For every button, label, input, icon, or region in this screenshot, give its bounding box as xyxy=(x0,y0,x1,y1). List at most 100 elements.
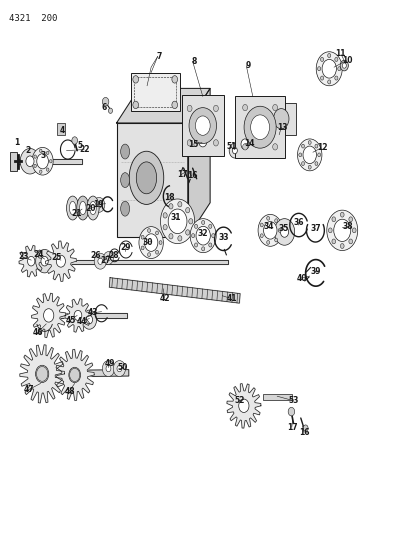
Text: 4: 4 xyxy=(60,126,65,135)
Circle shape xyxy=(321,58,324,61)
Ellipse shape xyxy=(136,162,157,194)
Text: 8: 8 xyxy=(192,57,197,66)
Circle shape xyxy=(106,255,111,261)
Ellipse shape xyxy=(273,109,289,129)
Circle shape xyxy=(241,139,249,150)
Circle shape xyxy=(40,149,42,152)
Circle shape xyxy=(278,229,281,232)
Circle shape xyxy=(37,154,49,169)
Text: 36: 36 xyxy=(293,218,304,227)
Circle shape xyxy=(243,104,248,111)
Circle shape xyxy=(160,199,195,244)
Circle shape xyxy=(56,255,65,267)
Circle shape xyxy=(93,197,105,212)
Circle shape xyxy=(194,130,212,154)
Circle shape xyxy=(340,60,348,71)
Text: 14: 14 xyxy=(244,139,254,148)
Ellipse shape xyxy=(80,201,86,215)
Circle shape xyxy=(187,140,192,146)
Bar xyxy=(131,73,180,111)
Circle shape xyxy=(202,247,205,251)
Polygon shape xyxy=(53,313,127,318)
Circle shape xyxy=(133,76,139,83)
Circle shape xyxy=(199,136,207,147)
Bar xyxy=(263,394,292,400)
Text: 40: 40 xyxy=(296,273,307,282)
Circle shape xyxy=(273,104,277,111)
Circle shape xyxy=(195,116,210,135)
Circle shape xyxy=(69,367,80,383)
Circle shape xyxy=(196,227,211,245)
Polygon shape xyxy=(45,241,76,281)
Bar xyxy=(235,96,285,158)
Circle shape xyxy=(148,253,151,256)
Circle shape xyxy=(273,144,277,150)
Circle shape xyxy=(113,361,126,376)
Text: 4321  200: 4321 200 xyxy=(9,14,57,23)
Circle shape xyxy=(155,251,158,254)
Circle shape xyxy=(260,234,263,238)
Circle shape xyxy=(267,240,270,244)
Text: 38: 38 xyxy=(342,222,353,231)
Circle shape xyxy=(303,425,308,431)
Circle shape xyxy=(35,249,53,273)
Text: 15: 15 xyxy=(188,140,199,149)
Circle shape xyxy=(275,238,277,242)
Text: 12: 12 xyxy=(317,143,327,152)
Text: 6: 6 xyxy=(102,102,107,111)
Text: 20: 20 xyxy=(85,204,95,213)
Circle shape xyxy=(213,105,218,111)
Circle shape xyxy=(308,141,311,144)
Circle shape xyxy=(332,239,336,244)
Circle shape xyxy=(172,101,177,109)
Circle shape xyxy=(35,365,49,383)
Text: 32: 32 xyxy=(198,229,208,238)
Circle shape xyxy=(302,161,304,166)
Ellipse shape xyxy=(121,173,130,188)
Text: 5: 5 xyxy=(78,141,82,150)
Text: 26: 26 xyxy=(90,252,101,260)
Circle shape xyxy=(318,153,321,157)
Circle shape xyxy=(342,63,346,68)
Circle shape xyxy=(317,67,321,71)
Circle shape xyxy=(178,201,182,207)
Circle shape xyxy=(159,241,162,245)
Text: 52: 52 xyxy=(235,396,245,405)
Text: 13: 13 xyxy=(277,123,288,132)
Text: 11: 11 xyxy=(335,50,346,58)
Circle shape xyxy=(328,53,331,58)
Polygon shape xyxy=(188,88,210,237)
Circle shape xyxy=(44,309,54,322)
Ellipse shape xyxy=(67,196,79,220)
Circle shape xyxy=(49,159,52,163)
Circle shape xyxy=(340,244,344,248)
Bar xyxy=(10,152,17,171)
Circle shape xyxy=(155,231,158,235)
Text: 31: 31 xyxy=(170,213,181,222)
Polygon shape xyxy=(18,159,82,164)
Text: 39: 39 xyxy=(310,268,321,276)
Text: 43: 43 xyxy=(88,308,99,317)
Circle shape xyxy=(117,366,122,372)
Circle shape xyxy=(34,155,36,158)
Circle shape xyxy=(297,139,322,171)
Circle shape xyxy=(315,161,318,166)
Text: 27: 27 xyxy=(100,256,111,264)
Circle shape xyxy=(212,233,215,238)
Ellipse shape xyxy=(77,196,89,220)
Circle shape xyxy=(34,164,36,167)
Circle shape xyxy=(280,227,288,237)
Text: 53: 53 xyxy=(288,396,299,405)
Circle shape xyxy=(334,219,351,241)
Circle shape xyxy=(106,366,111,372)
Circle shape xyxy=(260,223,263,227)
Text: 9: 9 xyxy=(245,61,251,70)
Text: 44: 44 xyxy=(77,317,87,326)
Circle shape xyxy=(102,361,115,376)
Circle shape xyxy=(316,52,342,86)
Circle shape xyxy=(267,216,270,220)
Text: 48: 48 xyxy=(64,387,75,396)
Circle shape xyxy=(327,210,358,251)
Circle shape xyxy=(72,137,78,144)
Circle shape xyxy=(102,98,109,106)
